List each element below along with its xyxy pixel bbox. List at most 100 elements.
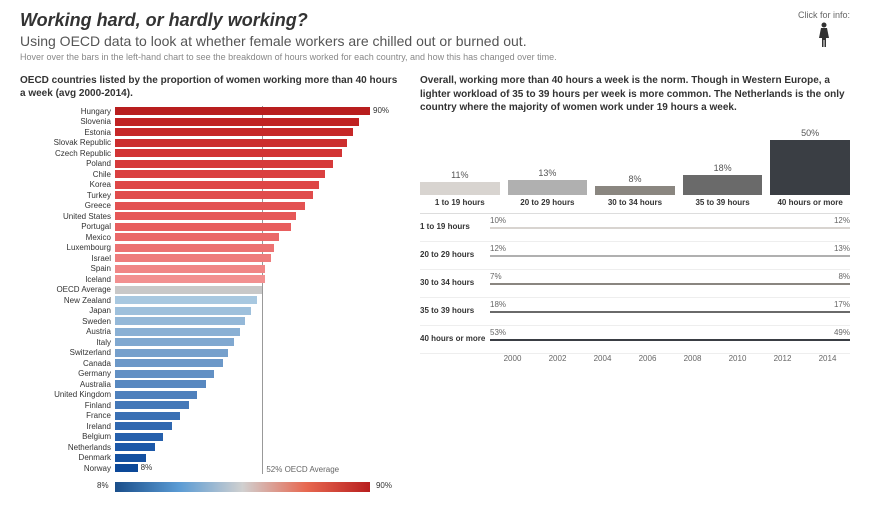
bar-label: Poland: [20, 159, 115, 168]
bar-row[interactable]: Slovenia: [20, 117, 400, 128]
bar-label: Canada: [20, 359, 115, 368]
bar-row[interactable]: Switzerland: [20, 348, 400, 359]
info-label: Click for info:: [798, 10, 850, 20]
bar-row[interactable]: New Zealand: [20, 295, 400, 306]
bar: [115, 443, 155, 451]
bar-row[interactable]: Portugal: [20, 222, 400, 233]
hour-bars: 11%1 to 19 hours 13% 20 to 29 hours 8%30 to…: [420, 127, 850, 207]
bar: [115, 349, 228, 357]
bar-row[interactable]: Netherlands: [20, 442, 400, 453]
line-row[interactable]: 20 to 29 hours12%13%: [420, 242, 850, 270]
hour-bar: [508, 180, 588, 194]
bar-row[interactable]: Mexico: [20, 232, 400, 243]
hour-col[interactable]: 18%35 to 39 hours: [683, 163, 763, 207]
bar-row[interactable]: France: [20, 411, 400, 422]
bar-row[interactable]: Turkey: [20, 190, 400, 201]
bar-row[interactable]: United States: [20, 211, 400, 222]
bar: [115, 401, 189, 409]
line-start-val: 7%: [490, 272, 502, 281]
bar-row[interactable]: Ireland: [20, 421, 400, 432]
bar-row[interactable]: Italy: [20, 337, 400, 348]
line-label: 35 to 39 hours: [420, 307, 490, 316]
hour-label: 20 to 29 hours: [508, 198, 588, 207]
bar-row[interactable]: Spain: [20, 264, 400, 275]
bar: [115, 265, 265, 273]
bar: [115, 191, 313, 199]
line-row[interactable]: 30 to 34 hours7%8%: [420, 270, 850, 298]
bar-label: Portugal: [20, 222, 115, 231]
x-tick: 2002: [535, 354, 580, 363]
line-track: 12% 13%: [490, 242, 850, 269]
bar-track: [115, 181, 400, 189]
line-row[interactable]: 40 hours or more53%49%: [420, 326, 850, 354]
bar-track: [115, 422, 400, 430]
bar-row[interactable]: Chile: [20, 169, 400, 180]
bar-track: [115, 139, 400, 147]
bar-label: Slovak Republic: [20, 138, 115, 147]
hour-bar: [683, 175, 763, 195]
hour-col[interactable]: 11%1 to 19 hours: [420, 170, 500, 206]
summary-text: Overall, working more than 40 hours a we…: [420, 74, 850, 115]
hour-pct: 13%: [508, 168, 588, 178]
line-start-val: 12%: [490, 244, 506, 253]
bar-row[interactable]: Luxembourg: [20, 243, 400, 254]
info-box[interactable]: Click for info:: [798, 10, 850, 53]
bar: [115, 170, 325, 178]
bar-row[interactable]: Iceland: [20, 274, 400, 285]
hour-pct: 50%: [770, 128, 850, 138]
hour-label: 1 to 19 hours: [420, 198, 500, 207]
hour-label: 30 to 34 hours: [595, 198, 675, 207]
line-label: 30 to 34 hours: [420, 279, 490, 288]
line-row[interactable]: 1 to 19 hours10%12%: [420, 214, 850, 242]
x-tick: 2012: [760, 354, 805, 363]
bar-track: [115, 412, 400, 420]
bar-row[interactable]: Denmark: [20, 453, 400, 464]
hour-bar: [595, 186, 675, 195]
line-end-val: 13%: [834, 244, 850, 253]
bar-row[interactable]: Israel: [20, 253, 400, 264]
line-track: 53%49%: [490, 326, 850, 353]
bar-row[interactable]: Czech Republic: [20, 148, 400, 159]
bar-track: [115, 275, 400, 283]
bar-row[interactable]: Canada: [20, 358, 400, 369]
hour-pct: 18%: [683, 163, 763, 173]
bar: [115, 307, 251, 315]
bar-row[interactable]: Poland: [20, 159, 400, 170]
bar-row[interactable]: Norway8%: [20, 463, 400, 474]
left-chart-title: OECD countries listed by the proportion …: [20, 74, 400, 100]
hour-col[interactable]: 50%40 hours or more: [770, 128, 850, 207]
gradient-max: 90%: [376, 481, 392, 490]
bar: [115, 422, 172, 430]
bar-row[interactable]: Korea: [20, 180, 400, 191]
bar-row[interactable]: Hungary90%: [20, 106, 400, 117]
line-label: 1 to 19 hours: [420, 223, 490, 232]
bar-row[interactable]: Sweden: [20, 316, 400, 327]
bar-row[interactable]: Austria: [20, 327, 400, 338]
bar-row[interactable]: Greece: [20, 201, 400, 212]
bar: [115, 181, 319, 189]
bar-row[interactable]: Germany: [20, 369, 400, 380]
bar: [115, 338, 234, 346]
bar-row[interactable]: Slovak Republic: [20, 138, 400, 149]
bar-label: Ireland: [20, 422, 115, 431]
bar-row[interactable]: Finland: [20, 400, 400, 411]
bar-track: [115, 433, 400, 441]
bar-track: [115, 359, 400, 367]
bar-value: 90%: [373, 106, 389, 115]
bar-row[interactable]: Estonia: [20, 127, 400, 138]
bar-row[interactable]: Japan: [20, 306, 400, 317]
bar-label: Sweden: [20, 317, 115, 326]
line-row[interactable]: 35 to 39 hours18%17%: [420, 298, 850, 326]
bar-row[interactable]: OECD Average: [20, 285, 400, 296]
hour-col[interactable]: 8%30 to 34 hours: [595, 174, 675, 207]
bar-label: Estonia: [20, 128, 115, 137]
bar-row[interactable]: Belgium: [20, 432, 400, 443]
bar-row[interactable]: Australia: [20, 379, 400, 390]
bar-label: Italy: [20, 338, 115, 347]
line-path: [490, 283, 850, 285]
country-bars: 52% OECD Average Hungary90%SloveniaEston…: [20, 106, 400, 474]
bar-row[interactable]: United Kingdom: [20, 390, 400, 401]
bar-track: [115, 370, 400, 378]
line-end-val: 17%: [834, 300, 850, 309]
hour-col[interactable]: 13% 20 to 29 hours: [508, 168, 588, 206]
